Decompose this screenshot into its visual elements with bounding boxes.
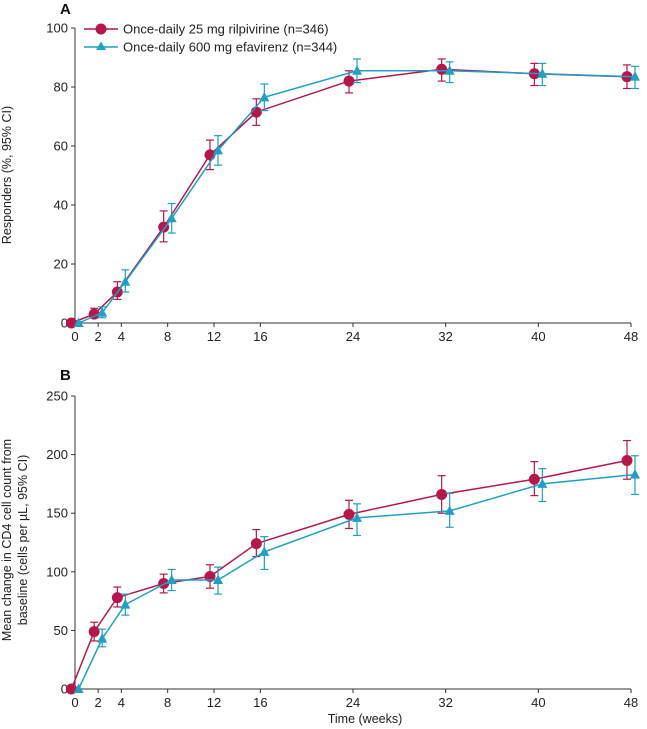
legend-marker-efavirenz [96, 41, 106, 50]
series-line-rilpivirine-b [70, 459, 628, 690]
data-point-efavirenz-a [352, 65, 362, 75]
x-tick-label-b: 32 [438, 695, 452, 710]
y-tick-label-b: 200 [46, 447, 68, 462]
data-point-rilpivirine-b [111, 592, 123, 604]
y-axis-title-b-line1: Mean change in CD4 cell count from [0, 439, 14, 641]
x-tick-label-a: 4 [118, 329, 125, 344]
data-point-efavirenz-b [352, 512, 362, 522]
series-line-efavirenz-b [77, 473, 636, 690]
data-point-efavirenz-a [97, 307, 108, 317]
data-point-rilpivirine-b [250, 538, 262, 550]
x-tick-label-a: 16 [253, 329, 267, 344]
data-point-rilpivirine-a [343, 75, 355, 87]
y-tick-label-a: 60 [54, 139, 68, 154]
data-point-efavirenz-b [97, 633, 108, 643]
series-line-rilpivirine-a [71, 68, 628, 324]
x-tick-label-b: 4 [118, 695, 125, 710]
x-tick-label-b: 12 [207, 695, 221, 710]
x-axis-title: Time (weeks) [328, 712, 403, 726]
y-tick-label-b: 100 [46, 564, 68, 579]
y-tick-label-a: 0 [61, 316, 68, 331]
data-point-rilpivirine-b [343, 508, 355, 520]
x-tick-label-b: 16 [253, 695, 267, 710]
data-point-efavirenz-b [444, 505, 455, 515]
x-tick-label-b: 40 [531, 695, 545, 710]
data-point-efavirenz-a [213, 144, 223, 155]
data-point-efavirenz-b [630, 469, 640, 479]
data-point-efavirenz-a [444, 65, 455, 75]
data-point-rilpivirine-b [88, 626, 100, 638]
data-point-rilpivirine-a [436, 63, 448, 75]
series-line-efavirenz-a [78, 70, 636, 324]
data-point-rilpivirine-a [65, 317, 77, 329]
x-tick-label-a: 48 [624, 329, 638, 344]
data-point-efavirenz-b [537, 478, 548, 488]
y-axis-title-b-line2: baseline (cells per µL, 95% CI) [16, 455, 30, 625]
x-tick-label-a: 0 [71, 329, 78, 344]
x-tick-label-b: 48 [624, 695, 638, 710]
panel-label-a: A [60, 1, 71, 18]
data-point-efavirenz-b [120, 599, 131, 609]
data-point-rilpivirine-b [204, 570, 216, 582]
data-point-efavirenz-a [73, 317, 84, 327]
y-tick-label-b: 150 [46, 506, 68, 521]
x-tick-label-b: 24 [346, 695, 360, 710]
x-tick-label-a: 40 [531, 329, 545, 344]
data-point-efavirenz-b [259, 546, 270, 556]
x-tick-label-b: 2 [95, 695, 102, 710]
x-tick-label-b: 0 [71, 695, 78, 710]
data-point-rilpivirine-b [528, 473, 540, 485]
x-tick-label-b: 8 [164, 695, 171, 710]
data-point-rilpivirine-b [65, 683, 77, 695]
data-point-rilpivirine-a [250, 106, 262, 118]
data-point-efavirenz-a [630, 71, 640, 81]
y-tick-label-b: 250 [46, 389, 68, 404]
legend-label-efavirenz: Once-daily 600 mg efavirenz (n=344) [123, 40, 337, 55]
legend-marker-rilpivirine [95, 23, 107, 35]
data-point-efavirenz-a [120, 276, 131, 286]
x-tick-label-a: 32 [438, 329, 452, 344]
y-tick-label-a: 40 [54, 198, 68, 213]
data-point-rilpivirine-a [204, 149, 216, 161]
data-point-rilpivirine-b [621, 454, 633, 466]
data-point-efavirenz-b [166, 574, 177, 585]
y-tick-label-a: 100 [46, 21, 68, 36]
x-tick-label-a: 12 [207, 329, 221, 344]
y-tick-label-a: 80 [54, 80, 68, 95]
data-point-efavirenz-a [259, 91, 270, 102]
data-point-efavirenz-a [166, 212, 177, 223]
legend-label-rilpivirine: Once-daily 25 mg rilpivirine (n=346) [123, 22, 329, 37]
panel-label-b: B [60, 367, 71, 384]
y-tick-label-a: 20 [54, 257, 68, 272]
data-point-efavirenz-a [537, 68, 548, 78]
y-tick-label-b: 0 [61, 682, 68, 697]
data-point-rilpivirine-b [436, 488, 448, 500]
y-tick-label-b: 50 [54, 623, 68, 638]
y-axis-title-a: Responders (%, 95% CI) [0, 106, 14, 244]
legend: Once-daily 25 mg rilpivirine (n=346) Onc… [84, 22, 337, 55]
data-point-efavirenz-b [73, 683, 84, 693]
x-tick-label-a: 24 [346, 329, 360, 344]
x-tick-label-a: 2 [95, 329, 102, 344]
x-tick-label-a: 8 [164, 329, 171, 344]
data-point-efavirenz-b [213, 574, 223, 585]
